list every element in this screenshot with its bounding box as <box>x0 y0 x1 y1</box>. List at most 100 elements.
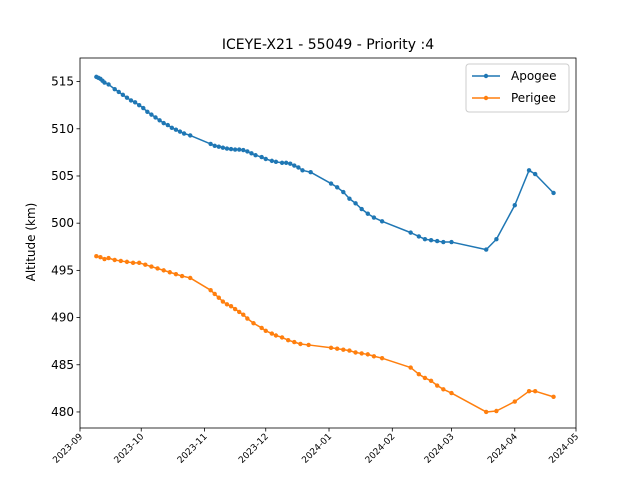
y-axis: 480 485 490 495 500 505 510 515 <box>51 75 80 419</box>
perigee-point <box>279 335 285 340</box>
perigee-point <box>241 312 246 317</box>
legend-perigee-label: Perigee <box>511 91 556 105</box>
plot-frame <box>79 57 577 429</box>
perigee-point <box>347 348 352 353</box>
apogee-point <box>328 181 334 186</box>
y-tick-label: 505 <box>51 169 74 183</box>
apogee-point <box>435 238 440 244</box>
apogee-point <box>208 141 213 147</box>
apogee-point <box>300 168 305 173</box>
apogee-point <box>169 125 175 131</box>
apogee-point <box>120 92 126 98</box>
perigee-point <box>551 394 556 400</box>
apogee-point <box>161 120 166 126</box>
apogee-point <box>220 145 226 150</box>
apogee-point <box>102 80 107 85</box>
apogee-point <box>551 190 556 196</box>
perigee-point <box>526 388 532 394</box>
perigee-point <box>379 355 385 361</box>
apogee-point <box>241 147 246 153</box>
apogee-point <box>132 100 138 105</box>
perigee-point <box>237 309 242 315</box>
perigee-point <box>112 257 117 263</box>
perigee-point <box>232 306 238 312</box>
perigee-point <box>512 399 517 404</box>
perigee-point <box>269 331 275 336</box>
apogee-point <box>269 158 275 164</box>
apogee-point <box>512 203 517 208</box>
apogee-point <box>216 144 221 149</box>
perigee-point <box>341 347 346 352</box>
perigee-point <box>365 352 370 357</box>
perigee-point <box>263 328 268 333</box>
perigee-point <box>216 295 221 300</box>
perigee-point <box>353 350 358 355</box>
perigee-point <box>173 271 179 277</box>
apogee-point <box>141 105 146 111</box>
perigee-point <box>179 273 185 279</box>
perigee-point <box>494 408 499 414</box>
perigee-point <box>449 390 454 396</box>
perigee-point <box>106 255 111 261</box>
y-tick-label: 510 <box>51 122 74 136</box>
apogee-point <box>494 237 499 242</box>
y-tick-label: 490 <box>51 311 74 325</box>
apogee-point <box>165 122 170 128</box>
legend: Apogee Perigee <box>465 63 570 113</box>
perigee-point <box>532 388 538 394</box>
apogee-point <box>173 127 179 132</box>
perigee-point <box>286 338 291 343</box>
apogee-point <box>116 89 121 95</box>
perigee-point <box>143 262 148 267</box>
apogee-point <box>153 115 158 120</box>
apogee-point <box>237 147 242 152</box>
apogee-point <box>245 149 250 154</box>
perigee-point <box>130 260 136 266</box>
perigee-point <box>228 304 234 309</box>
perigee-point <box>212 291 217 297</box>
apogee-point <box>136 102 142 108</box>
apogee-point <box>292 163 297 168</box>
apogee-point <box>416 234 422 239</box>
apogee-point <box>224 146 230 151</box>
y-tick-label: 480 <box>51 405 74 419</box>
perigee-point <box>328 345 334 350</box>
apogee-point <box>232 147 238 152</box>
perigee-point <box>435 383 440 388</box>
perigee-point <box>251 321 256 326</box>
perigee-point <box>224 302 230 307</box>
apogee-point <box>149 112 154 117</box>
apogee-point <box>279 160 285 165</box>
legend-apogee-marker <box>483 73 489 79</box>
apogee-point <box>112 86 117 92</box>
plot-area <box>94 74 556 415</box>
perigee-point <box>94 254 99 259</box>
perigee-point <box>208 287 213 293</box>
apogee-point <box>259 154 264 160</box>
apogee-point <box>483 247 489 252</box>
apogee-point <box>532 171 538 177</box>
apogee-point <box>128 98 134 103</box>
perigee-point <box>167 270 173 275</box>
apogee-point <box>188 133 193 138</box>
apogee-point <box>441 239 446 245</box>
perigee-point <box>408 365 413 370</box>
apogee-line <box>96 76 555 251</box>
apogee-point <box>334 185 340 190</box>
perigee-point <box>428 378 434 384</box>
apogee-point <box>249 151 254 156</box>
y-tick-label: 495 <box>51 263 74 277</box>
perigee-point <box>292 339 297 345</box>
apogee-point <box>181 131 187 136</box>
apogee-point <box>449 239 454 245</box>
apogee-point <box>145 109 150 115</box>
y-tick-label: 500 <box>51 216 74 230</box>
apogee-point <box>341 189 346 195</box>
perigee-point <box>149 264 154 269</box>
y-tick-label: 485 <box>51 358 74 372</box>
perigee-point <box>118 258 124 264</box>
perigee-point <box>273 333 279 338</box>
perigee-point <box>306 342 311 348</box>
apogee-point <box>106 82 111 87</box>
